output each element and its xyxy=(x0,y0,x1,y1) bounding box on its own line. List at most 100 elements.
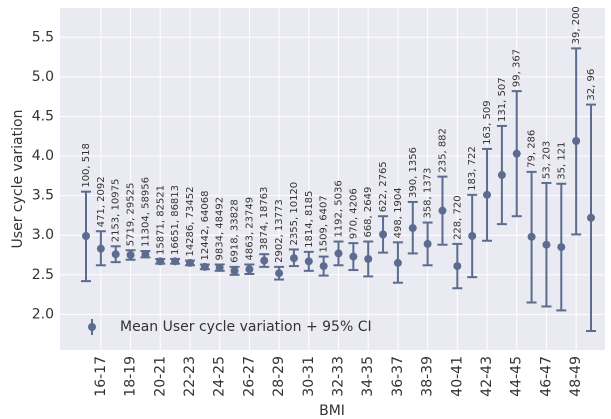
annotation: 9834, 48492 xyxy=(215,197,226,261)
mean-point xyxy=(497,171,506,180)
y-axis-label: User cycle variation xyxy=(10,110,26,249)
mean-point xyxy=(304,257,313,266)
mean-point xyxy=(230,266,239,275)
annotation: 100, 518 xyxy=(81,143,92,188)
y-tick-label: 3.0 xyxy=(32,227,54,243)
y-tick-label: 5.5 xyxy=(32,29,54,45)
annotation: 39, 200 xyxy=(571,6,582,44)
mean-point xyxy=(171,257,180,266)
x-tick-label: 26-27 xyxy=(241,356,257,397)
mean-point xyxy=(111,250,120,259)
x-tick-label: 34-35 xyxy=(360,356,376,397)
x-tick-label: 38-39 xyxy=(420,356,436,397)
x-tick-label: 16-17 xyxy=(93,356,109,397)
x-tick-label: 48-49 xyxy=(568,356,584,397)
annotation: 163, 509 xyxy=(482,100,493,145)
mean-point xyxy=(542,240,551,249)
mean-point xyxy=(334,249,343,258)
annotation: 668, 2649 xyxy=(363,187,374,238)
annotation: 5719, 29525 xyxy=(126,183,137,247)
mean-point xyxy=(483,190,492,199)
y-tick-label: 2.5 xyxy=(32,267,54,283)
annotation: 99, 367 xyxy=(512,49,523,87)
mean-point xyxy=(126,251,135,259)
mean-point xyxy=(408,224,417,233)
mean-point xyxy=(200,262,209,271)
annotation: 235, 882 xyxy=(437,128,448,173)
mean-point xyxy=(215,263,224,272)
annotation: 131, 507 xyxy=(497,77,508,122)
mean-point xyxy=(423,239,432,248)
annotation: 16651, 86813 xyxy=(170,185,181,255)
annotation: 390, 1356 xyxy=(408,147,419,198)
mean-point xyxy=(527,232,536,241)
annotation: 14286, 73452 xyxy=(185,187,196,257)
annotation: 498, 1904 xyxy=(393,187,404,238)
y-tick-label: 4.0 xyxy=(32,148,54,164)
annotation: 2153, 10975 xyxy=(111,179,122,243)
x-tick-label: 28-29 xyxy=(271,356,287,397)
x-tick-label: 46-47 xyxy=(538,356,554,397)
mean-point xyxy=(185,258,194,267)
annotation: 183, 722 xyxy=(467,146,478,191)
mean-point xyxy=(289,254,298,263)
mean-point xyxy=(512,149,521,158)
mean-point xyxy=(245,265,254,274)
x-tick-label: 42-43 xyxy=(479,356,495,397)
x-tick-label: 22-23 xyxy=(182,356,198,397)
y-tick-label: 2.0 xyxy=(32,306,54,322)
x-tick-label: 44-45 xyxy=(509,356,525,397)
mean-point xyxy=(393,258,402,267)
x-tick-label: 30-31 xyxy=(301,356,317,397)
mean-point xyxy=(275,269,284,278)
mean-point xyxy=(557,243,566,252)
x-axis-label: BMI xyxy=(319,403,345,419)
x-tick-label: 32-33 xyxy=(331,356,347,397)
mean-point xyxy=(438,206,447,215)
mean-point xyxy=(379,230,388,239)
mean-point xyxy=(96,244,105,253)
annotation: 1509, 6407 xyxy=(319,195,330,252)
annotation: 358, 1373 xyxy=(423,168,434,219)
annotation: 12442, 64068 xyxy=(200,191,211,261)
mean-point xyxy=(453,262,462,271)
annotation: 32, 96 xyxy=(586,69,597,101)
x-tick-label: 20-21 xyxy=(152,356,168,397)
mean-point xyxy=(364,254,373,263)
mean-point xyxy=(260,256,269,265)
annotation: 3874, 18763 xyxy=(259,187,270,251)
annotation: 53, 203 xyxy=(541,141,552,179)
annotation: 1814, 8185 xyxy=(304,191,315,248)
legend-label: Mean User cycle variation + 95% CI xyxy=(120,319,372,335)
legend: Mean User cycle variation + 95% CI xyxy=(88,319,372,335)
annotation: 11304, 58956 xyxy=(140,177,151,247)
annotation: 79, 286 xyxy=(527,130,538,168)
x-tick-label: 36-37 xyxy=(390,356,406,397)
x-tick-label: 24-25 xyxy=(212,356,228,397)
y-tick-label: 3.5 xyxy=(32,188,54,204)
mean-point xyxy=(319,262,328,271)
mean-point xyxy=(468,232,477,240)
mean-point xyxy=(349,252,358,261)
mean-point xyxy=(141,250,150,259)
mean-point xyxy=(572,137,581,145)
annotation: 6918, 33828 xyxy=(230,199,241,263)
mean-point xyxy=(82,232,90,240)
y-tick-label: 4.5 xyxy=(32,108,54,124)
annotation: 622, 2765 xyxy=(378,161,389,212)
annotation: 35, 121 xyxy=(556,142,567,180)
annotation: 471, 2092 xyxy=(96,176,107,227)
legend-marker xyxy=(88,323,96,331)
annotation: 1192, 5036 xyxy=(334,180,345,237)
mean-point xyxy=(587,213,595,222)
annotation: 970, 4206 xyxy=(348,188,359,239)
annotation: 228, 720 xyxy=(452,195,463,240)
mean-point xyxy=(156,257,165,266)
annotation: 4863, 23749 xyxy=(244,197,255,261)
plot-area xyxy=(60,8,605,350)
y-tick-label: 5.0 xyxy=(32,69,54,85)
annotation: 2355, 10120 xyxy=(289,182,300,246)
x-tick-label: 18-19 xyxy=(123,356,139,397)
annotation: 2902, 13773 xyxy=(274,199,285,263)
